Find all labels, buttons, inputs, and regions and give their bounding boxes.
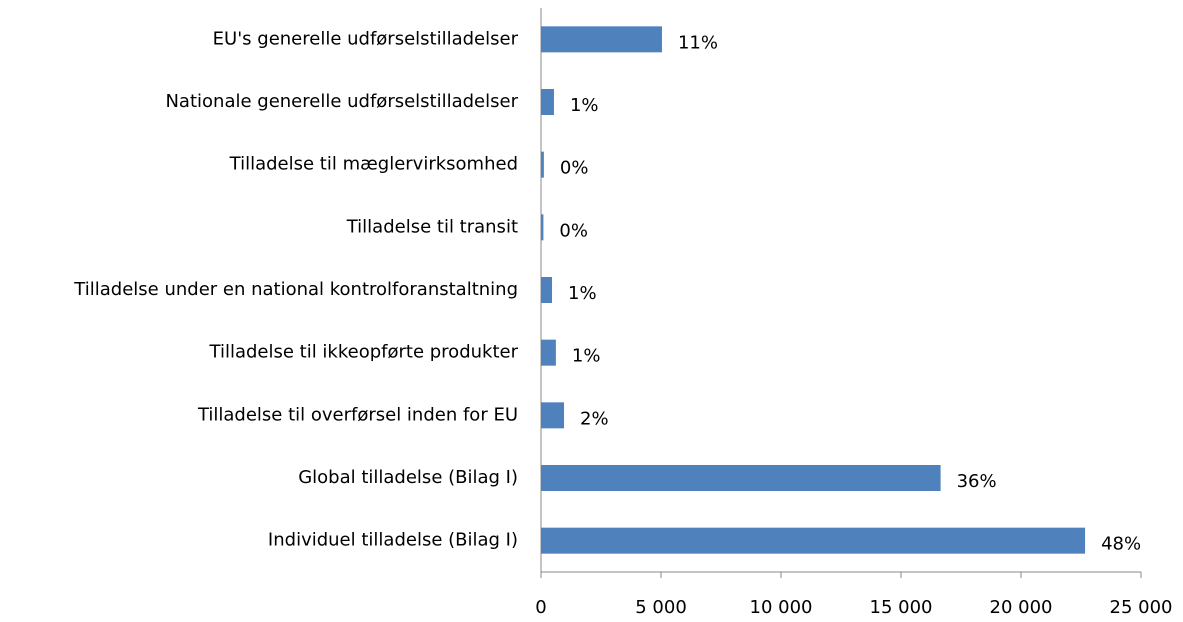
y-tick-label: Global tilladelse (Bilag I): [298, 467, 518, 488]
data-label: 1%: [572, 346, 601, 367]
bar: [541, 151, 544, 178]
data-label: 0%: [559, 220, 588, 241]
data-label: 36%: [957, 471, 997, 492]
y-tick-label: Tilladelse til overførsel inden for EU: [197, 404, 518, 425]
data-label: 1%: [570, 95, 599, 116]
data-label: 48%: [1101, 534, 1141, 555]
x-tick-label: 0: [535, 597, 546, 618]
bar: [541, 214, 544, 241]
bar: [541, 277, 553, 303]
y-tick-label: Tilladelse til transit: [346, 216, 518, 237]
x-tick-label: 25 000: [1110, 597, 1173, 618]
x-tick-label: 20 000: [990, 597, 1053, 618]
y-tick-label: Tilladelse til ikkeopførte produkter: [209, 342, 519, 363]
data-label: 0%: [560, 158, 589, 179]
x-tick-label: 15 000: [870, 597, 933, 618]
y-tick-label: EU's generelle udførselstilladelser: [213, 28, 519, 49]
data-label: 11%: [678, 32, 718, 53]
bar: [541, 89, 554, 115]
y-tick-label: Tilladelse til mæglervirksomhed: [229, 154, 518, 175]
bar: [541, 465, 941, 491]
y-tick-label: Individuel tilladelse (Bilag I): [268, 530, 518, 551]
x-tick-label: 10 000: [750, 597, 813, 618]
data-label: 2%: [580, 408, 609, 429]
bar: [541, 402, 565, 429]
x-tick-label: 5 000: [635, 597, 687, 618]
bar: [541, 26, 662, 53]
y-tick-label: Nationale generelle udførselstilladelser: [165, 91, 518, 112]
bar: [541, 339, 556, 366]
bar: [541, 527, 1086, 554]
data-label: 1%: [568, 283, 597, 304]
y-tick-label: Tilladelse under en national kontrolfora…: [73, 279, 518, 300]
